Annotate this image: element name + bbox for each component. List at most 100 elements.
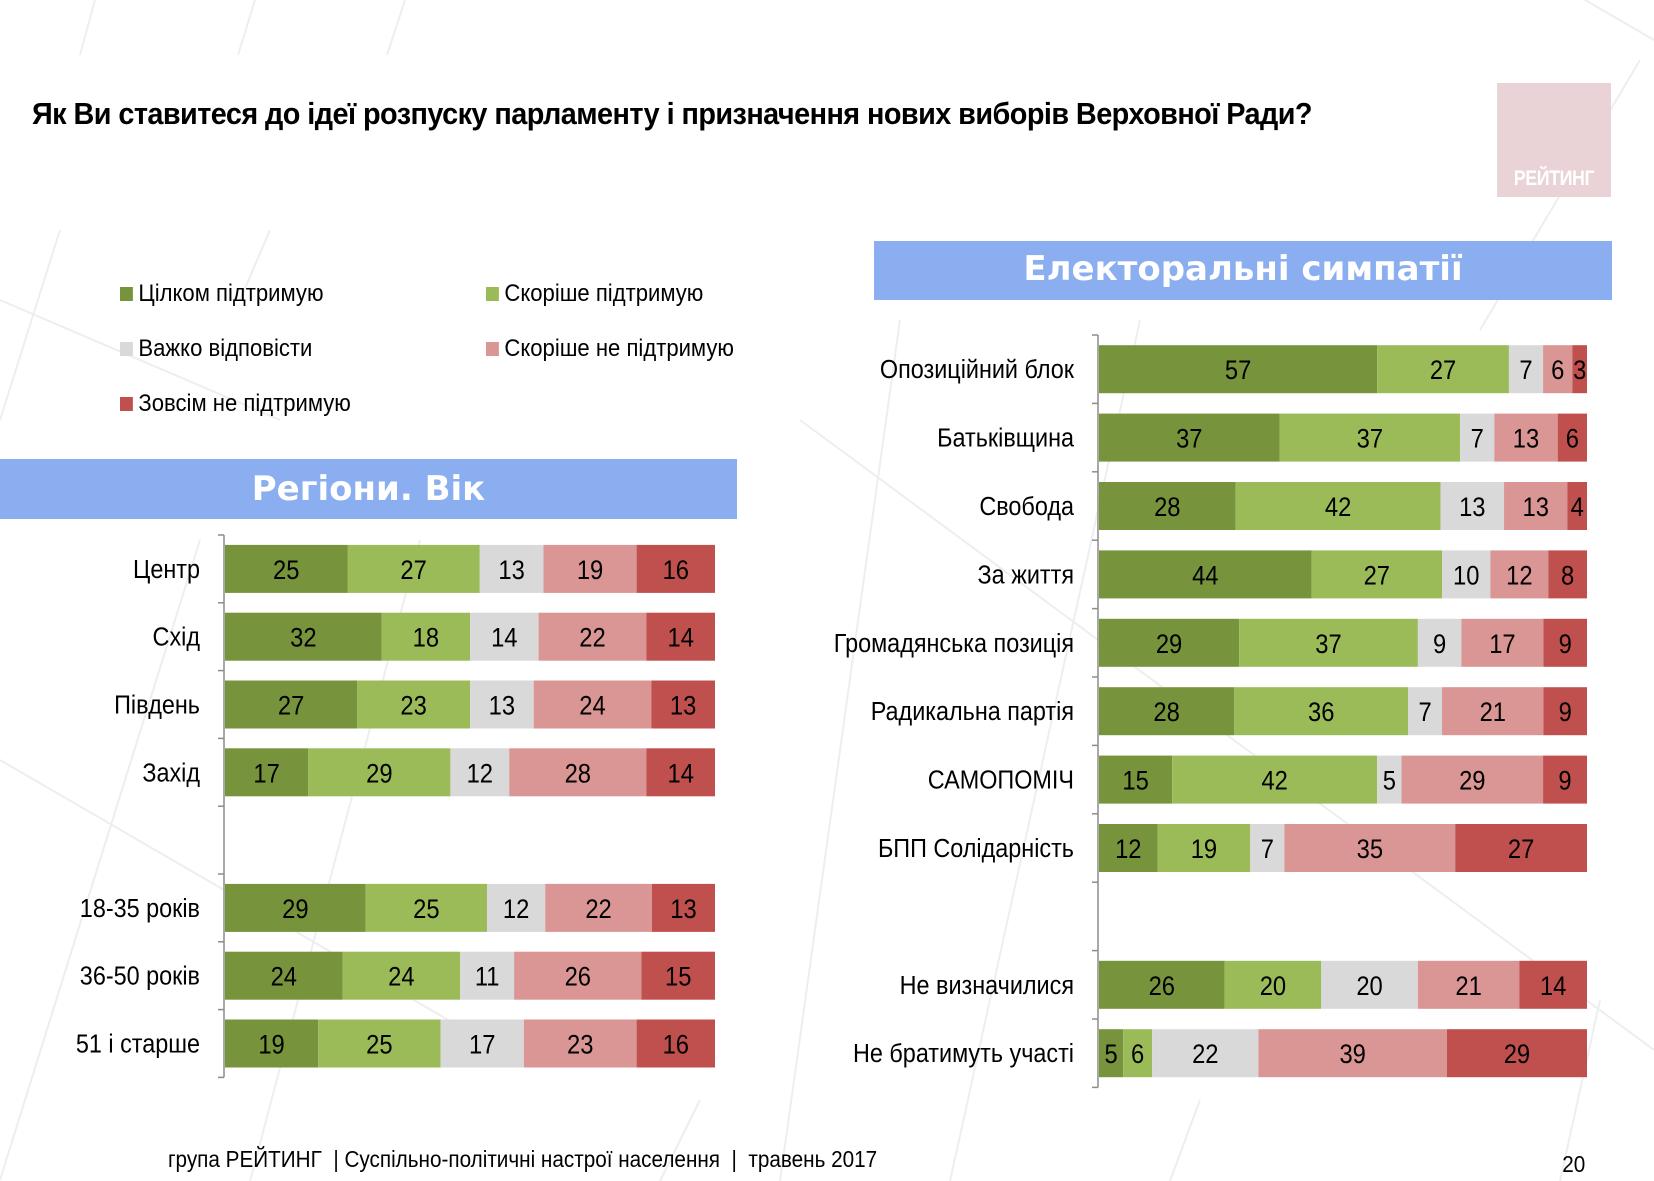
data-label: 26 — [565, 962, 591, 992]
category-label: Не братимуть участі — [853, 1040, 1074, 1068]
legend-label: Зовсім не підтримую — [138, 390, 351, 417]
bar-segment — [509, 748, 647, 797]
data-label: 13 — [1523, 493, 1549, 523]
data-label: 17 — [253, 759, 279, 789]
data-label: 7 — [1471, 424, 1484, 454]
category-label: Опозиційний блок — [880, 356, 1074, 384]
bar-segment — [347, 544, 480, 593]
data-label: 27 — [1364, 561, 1390, 591]
data-label: 13 — [670, 691, 696, 721]
legend-item-rather-not-support: Скоріше не підтримую — [486, 335, 734, 363]
data-label: 27 — [1430, 356, 1456, 386]
legend-item-rather-support: Скоріше підтримую — [486, 280, 703, 308]
bar-segment — [646, 612, 715, 661]
page-title: Як Ви ставитеся до ідеї розпуску парламе… — [32, 96, 1313, 131]
data-label: 19 — [577, 556, 603, 586]
bar-segment — [1455, 824, 1587, 872]
bar-segment — [1442, 550, 1491, 599]
legend-swatch-icon — [486, 342, 499, 356]
bar-segment — [1311, 550, 1443, 599]
data-label: 9 — [1559, 698, 1572, 728]
data-label: 26 — [1149, 971, 1175, 1001]
bar-segment — [1543, 345, 1573, 394]
data-label: 5 — [1383, 766, 1396, 796]
data-label: 7 — [1261, 835, 1274, 865]
bar-segment — [308, 748, 451, 797]
bar-segment — [225, 680, 358, 729]
category-label: Центр — [133, 556, 200, 584]
bar-segment — [1157, 824, 1251, 872]
data-label: 29 — [1504, 1040, 1530, 1070]
data-label: 27 — [400, 556, 426, 586]
regions-age-chart-svg: Центр 25 27 13 19 16 Схід 32 18 14 22 14 Південь 27 23… — [76, 534, 715, 1079]
category-label: Радикальна партія — [871, 698, 1074, 726]
legend-item-hard-to-say: Важко відповісти — [120, 335, 312, 363]
bar-segment — [1461, 618, 1544, 667]
bar-segment — [1099, 1029, 1124, 1078]
data-label: 22 — [579, 623, 605, 653]
bar-segment — [1099, 413, 1280, 462]
bar-segment — [486, 883, 546, 932]
bar-segment — [1123, 1029, 1153, 1078]
bar-segment — [1099, 345, 1378, 394]
electoral-sympathies-chart: Опозиційний блок 57 27 7 6 3 Батьківщина 37 37 7 1… — [780, 334, 1600, 1095]
data-label: 10 — [1453, 561, 1479, 591]
bar-segment — [523, 1019, 637, 1068]
legend-swatch-icon — [120, 287, 133, 301]
data-label: 39 — [1339, 1040, 1365, 1070]
bar-segment — [1567, 482, 1587, 530]
bar-segment — [1099, 755, 1173, 804]
bar-segment — [1152, 1029, 1259, 1078]
data-label: 23 — [400, 691, 426, 721]
legend-item-fully-support: Цілком підтримую — [120, 280, 324, 308]
bar-segment — [1377, 345, 1509, 394]
data-label: 44 — [1192, 561, 1218, 591]
bar-segment — [1099, 618, 1240, 667]
data-label: 28 — [565, 759, 591, 789]
bar-segment — [1099, 550, 1312, 599]
category-label: 18-35 років — [80, 895, 200, 923]
legend-label: Важко відповісти — [138, 335, 313, 362]
data-label: 11 — [475, 962, 500, 992]
data-label: 13 — [1459, 493, 1485, 523]
data-label: 7 — [1519, 356, 1532, 386]
bar-segment — [1235, 482, 1441, 530]
data-label: 15 — [1122, 766, 1148, 796]
bar-segment — [225, 544, 348, 593]
regions-age-section-banner: Регіони. Вік — [0, 459, 737, 519]
bar-segment — [1490, 550, 1549, 599]
data-label: 9 — [1433, 629, 1446, 659]
bar-segment — [1099, 824, 1158, 872]
data-label: 19 — [258, 1030, 284, 1060]
data-label: 6 — [1131, 1040, 1144, 1070]
data-label: 35 — [1357, 835, 1383, 865]
bar-segment — [1417, 960, 1520, 1009]
bar-segment — [1258, 1029, 1447, 1078]
data-label: 14 — [491, 623, 517, 653]
bar-segment — [533, 680, 652, 729]
category-label: Громадянська позиція — [834, 630, 1074, 658]
data-label: 42 — [1325, 493, 1351, 523]
data-label: 6 — [1551, 356, 1564, 386]
bar-segment — [225, 612, 382, 661]
data-label: 8 — [1561, 561, 1574, 591]
bar-segment — [470, 612, 539, 661]
category-label: Не визначилися — [900, 972, 1074, 1000]
data-label: 24 — [388, 962, 414, 992]
bar-segment — [1250, 824, 1285, 872]
data-label: 14 — [667, 623, 693, 653]
data-label: 7 — [1419, 698, 1432, 728]
bar-segment — [1321, 960, 1418, 1009]
data-label: 9 — [1559, 629, 1572, 659]
bar-segment — [318, 1019, 441, 1068]
category-label: 51 і старше — [76, 1030, 200, 1058]
data-label: 13 — [1513, 424, 1539, 454]
data-label: 5 — [1104, 1040, 1117, 1070]
data-label: 17 — [469, 1030, 495, 1060]
data-label: 14 — [667, 759, 693, 789]
bar-segment — [1099, 482, 1236, 530]
bar-segment — [1519, 960, 1587, 1009]
bar-segment — [450, 748, 510, 797]
data-label: 22 — [1192, 1040, 1218, 1070]
